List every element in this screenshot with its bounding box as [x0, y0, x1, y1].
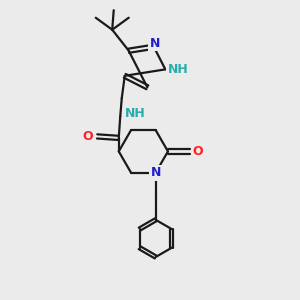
Text: O: O — [193, 145, 203, 158]
Text: N: N — [150, 37, 160, 50]
Text: O: O — [83, 130, 94, 143]
Text: NH: NH — [168, 63, 188, 76]
Text: NH: NH — [125, 107, 146, 120]
Text: N: N — [151, 166, 161, 179]
